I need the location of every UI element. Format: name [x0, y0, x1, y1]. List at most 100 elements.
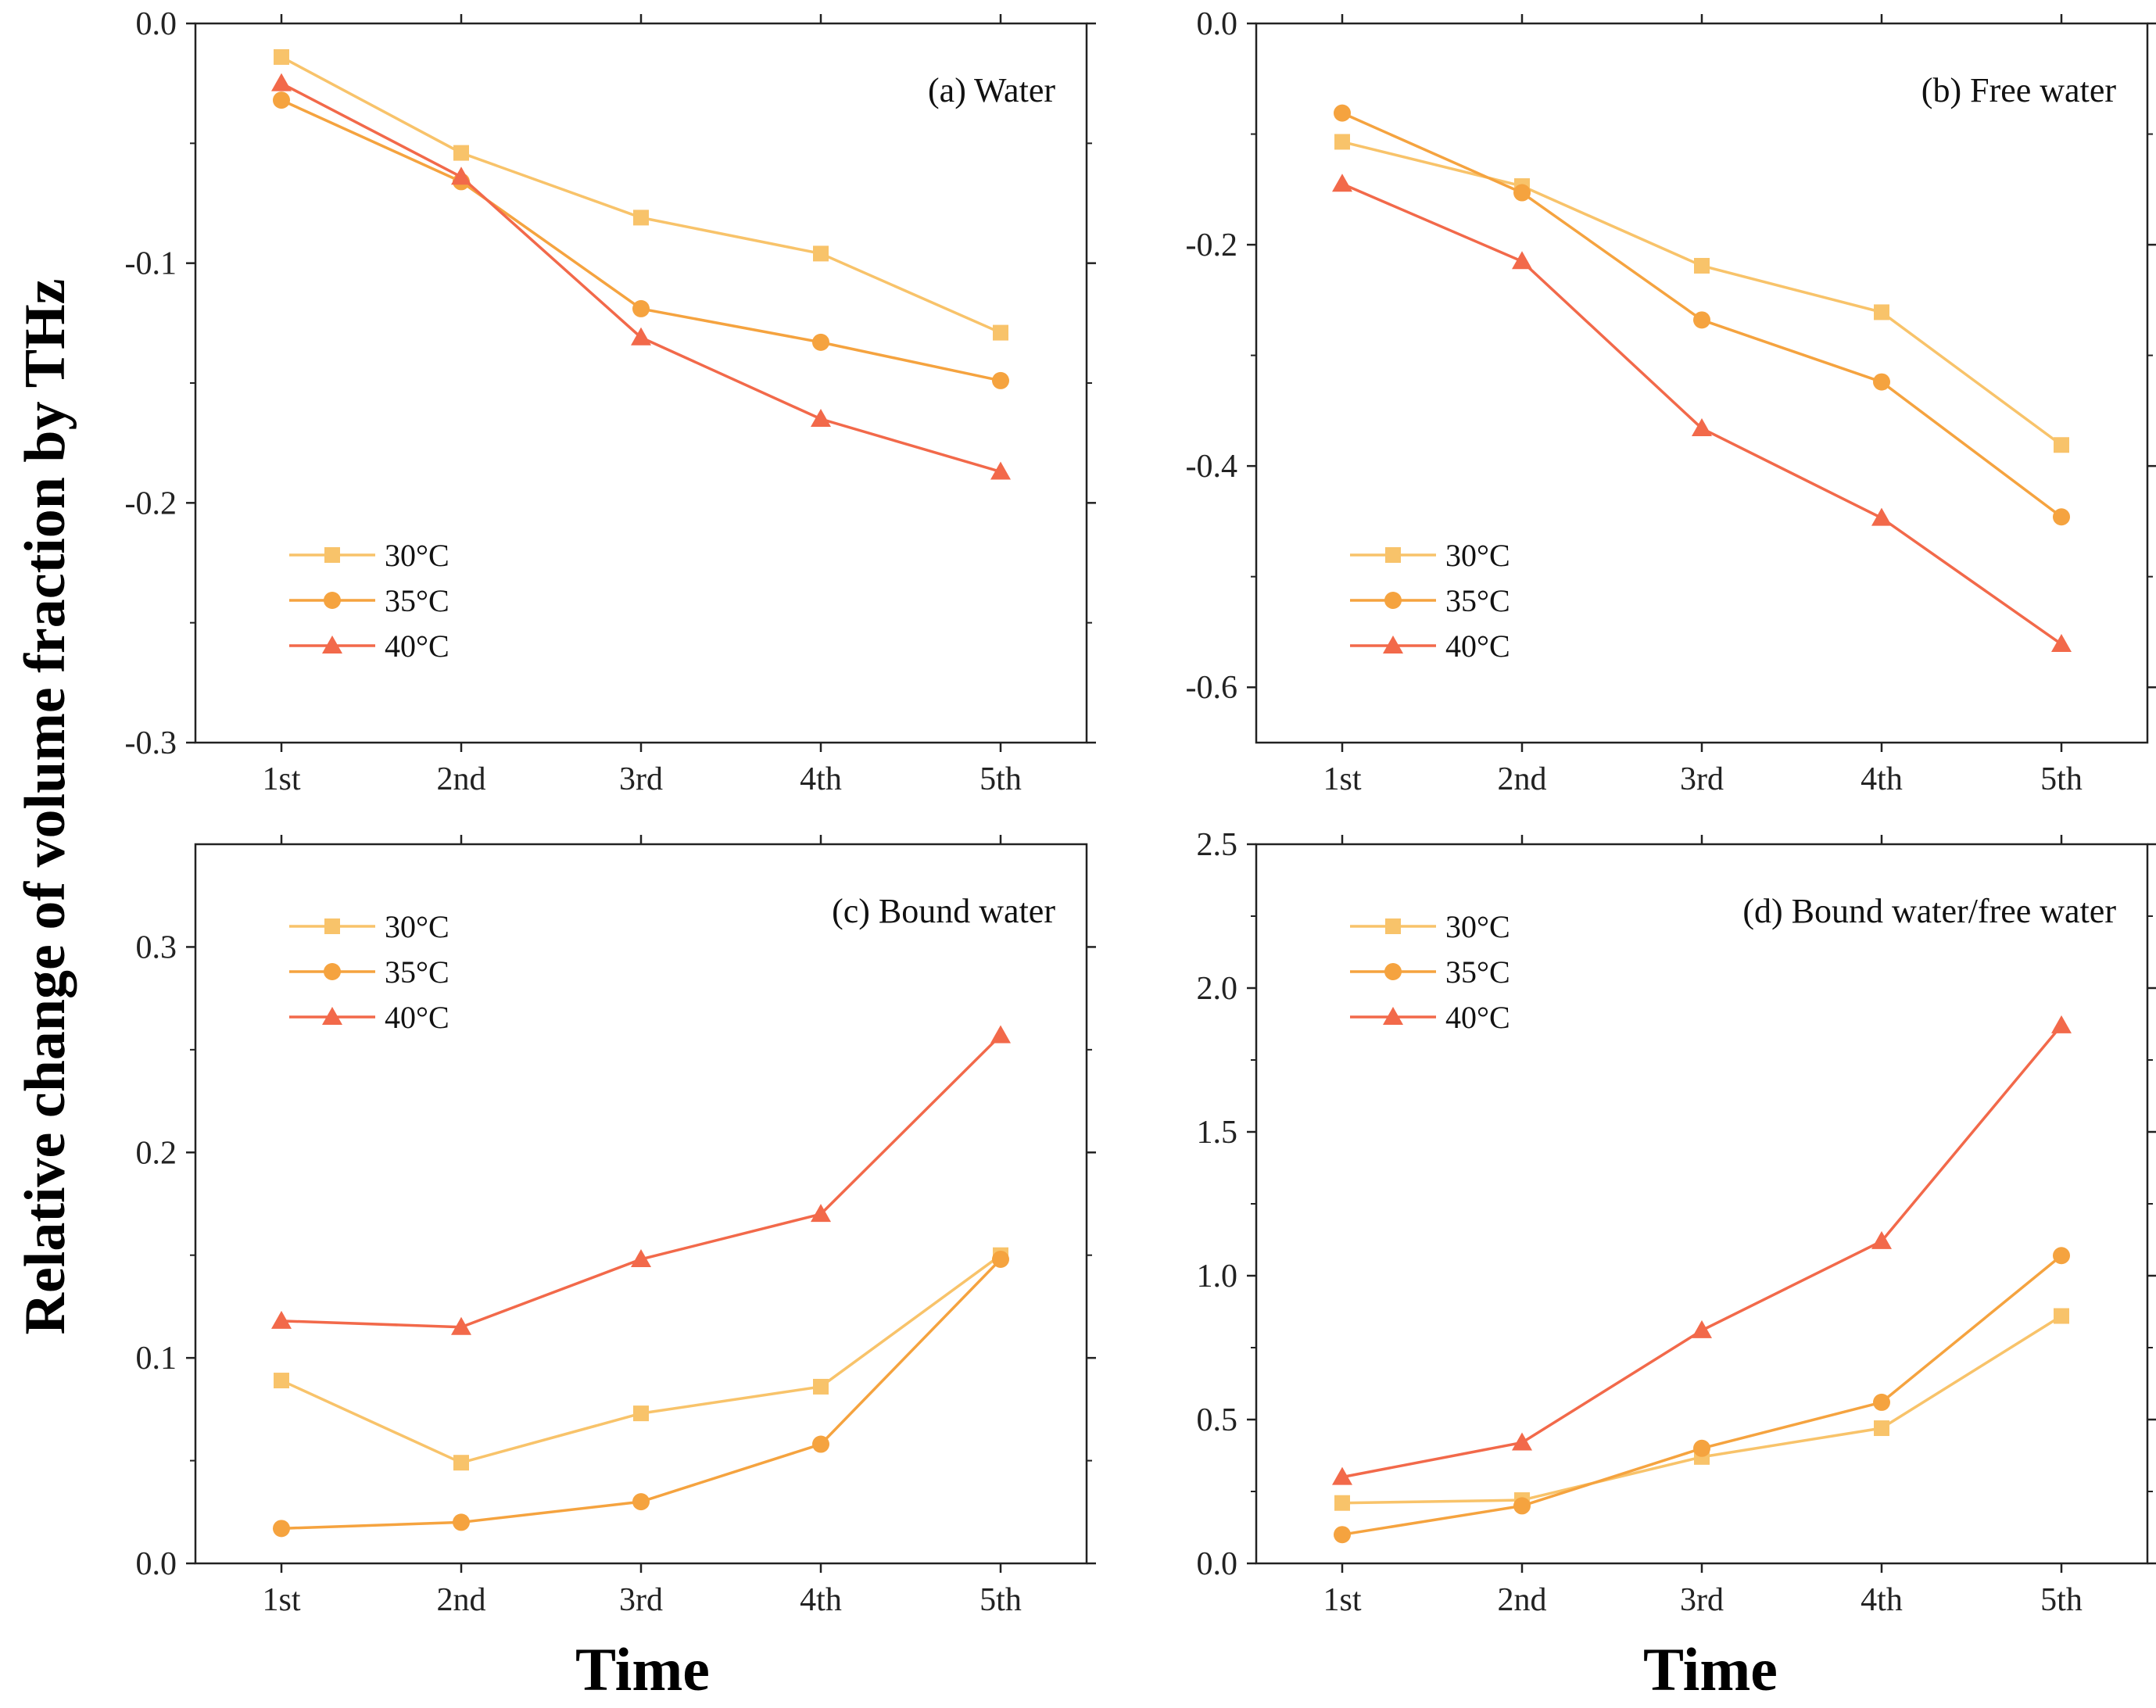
data-point [273, 1520, 290, 1538]
data-point [811, 409, 831, 427]
legend: 30°C 35°C 40°C [1350, 909, 1510, 1035]
panel-title: (a) Water [928, 71, 1055, 109]
series-line [281, 56, 1001, 335]
y-tick-label: -0.4 [1186, 449, 1238, 485]
legend-label: 40°C [385, 1000, 449, 1035]
data-point [632, 1493, 650, 1511]
x-tick-label: 4th [800, 761, 842, 797]
series-line [281, 1258, 1002, 1531]
data-point [1334, 104, 1351, 122]
plot-frame [194, 843, 1088, 1565]
x-axis-title-right: Time [1643, 1635, 1778, 1703]
data-point [1512, 251, 1532, 270]
y-tick-label: 2.0 [1197, 971, 1238, 1007]
series-30c [1334, 1308, 2069, 1511]
x-tick-label: 3rd [619, 761, 663, 797]
series-40c [271, 1025, 1011, 1335]
legend-marker [324, 592, 341, 609]
series-35c [273, 91, 1009, 389]
panel-title: (d) Bound water/free water [1742, 892, 2116, 930]
panel-title: (c) Bound water [832, 892, 1055, 930]
legend: 30°C 35°C 40°C [289, 538, 449, 664]
data-point [1334, 1495, 1350, 1511]
series-line [1341, 1024, 2063, 1479]
data-point [451, 167, 471, 185]
panel-a: 0.0 -0.1 -0.2 -0.3 1st 2nd 3rd 4th 5th (a) Water 3… [125, 6, 1096, 797]
data-point [451, 1316, 471, 1335]
x-tick-label: 5th [980, 1582, 1022, 1618]
legend-label: 35°C [1445, 583, 1510, 618]
legend-label: 30°C [385, 909, 449, 944]
series-line [281, 1034, 1002, 1329]
y-tick-label: 0.0 [136, 6, 177, 42]
data-point [1874, 304, 1889, 320]
series-35c [1334, 1247, 2070, 1544]
data-point [812, 333, 829, 351]
legend-marker [1385, 918, 1401, 934]
x-tick-label: 2nd [437, 1582, 486, 1618]
data-point [1332, 174, 1352, 192]
data-point [273, 91, 290, 109]
data-point [813, 1378, 829, 1395]
x-tick-label: 2nd [1498, 1582, 1547, 1618]
data-point [453, 145, 469, 161]
x-tick-label: 5th [980, 761, 1022, 797]
legend-marker [1383, 636, 1403, 653]
y-tick-label: 0.2 [136, 1135, 177, 1171]
data-point [1512, 1432, 1532, 1451]
x-tick-label: 3rd [1680, 1582, 1724, 1618]
y-tick-label: -0.2 [1186, 227, 1238, 263]
x-axis-title-left: Time [575, 1635, 710, 1703]
y-tick-label: 0.3 [136, 929, 177, 965]
legend-label: 30°C [1445, 909, 1510, 944]
data-point [992, 1250, 1009, 1268]
x-tick-label: 2nd [1498, 761, 1547, 797]
legend-marker [324, 963, 341, 980]
data-point [1693, 1439, 1710, 1457]
legend-label: 35°C [1445, 954, 1510, 990]
data-point [2053, 1247, 2070, 1265]
data-point [2054, 437, 2069, 453]
data-point [1692, 418, 1712, 437]
x-tick-label: 4th [800, 1582, 842, 1618]
y-tick-label: -0.3 [125, 725, 177, 761]
y-axis-title: Relative change of volume fraction by TH… [13, 278, 77, 1334]
data-point [1873, 373, 1890, 391]
legend: 30°C 35°C 40°C [1350, 538, 1510, 664]
data-point [1874, 1420, 1889, 1437]
series-40c [1332, 174, 2072, 653]
data-point [1694, 257, 1710, 274]
data-point [274, 48, 289, 65]
y-tick-label: 0.0 [1197, 6, 1238, 42]
data-point [274, 1373, 289, 1389]
plot-frame [194, 22, 1088, 744]
legend-marker [1383, 1007, 1403, 1025]
legend-label: 30°C [385, 538, 449, 573]
legend-marker [1384, 592, 1402, 609]
legend-marker [324, 547, 340, 563]
legend-marker [324, 918, 340, 934]
x-tick-label: 4th [1861, 1582, 1903, 1618]
x-tick-label: 1st [262, 1582, 300, 1618]
series-line [1341, 182, 2063, 646]
panel-d: 0.0 0.5 1.0 1.5 2.0 2.5 1st 2nd 3rd 4th 5th (d) Bou… [1197, 827, 2156, 1618]
legend-label: 35°C [385, 954, 449, 990]
series-40c [271, 73, 1011, 480]
series-30c [274, 48, 1008, 341]
y-tick-label: 0.0 [1197, 1546, 1238, 1582]
y-tick-label: 0.5 [1197, 1402, 1238, 1438]
data-point [993, 324, 1008, 341]
panels: 0.0 -0.1 -0.2 -0.3 1st 2nd 3rd 4th 5th (a) Water 3… [125, 6, 2156, 1618]
data-point [631, 327, 651, 346]
x-tick-label: 5th [2040, 1582, 2083, 1618]
y-tick-label: 2.5 [1197, 827, 1238, 863]
x-tick-label: 1st [1323, 761, 1361, 797]
data-point [2051, 634, 2072, 653]
legend-marker [1385, 547, 1401, 563]
legend-label: 40°C [1445, 628, 1510, 664]
data-point [453, 1513, 470, 1531]
panel-title: (b) Free water [1921, 71, 2117, 109]
data-point [632, 299, 650, 317]
data-point [990, 1025, 1011, 1044]
